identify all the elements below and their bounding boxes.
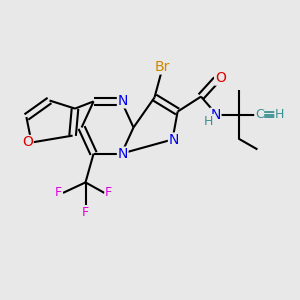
Text: C: C bbox=[255, 108, 264, 121]
Text: O: O bbox=[22, 136, 33, 149]
Text: F: F bbox=[55, 186, 62, 199]
Text: H: H bbox=[204, 115, 214, 128]
Text: F: F bbox=[105, 186, 112, 199]
Text: N: N bbox=[118, 147, 128, 161]
Text: N: N bbox=[169, 133, 179, 147]
Text: N: N bbox=[211, 108, 221, 122]
Text: Br: Br bbox=[154, 60, 170, 74]
Text: O: O bbox=[215, 71, 226, 85]
Text: N: N bbox=[118, 94, 128, 108]
Text: H: H bbox=[275, 108, 284, 121]
Text: F: F bbox=[82, 206, 89, 219]
